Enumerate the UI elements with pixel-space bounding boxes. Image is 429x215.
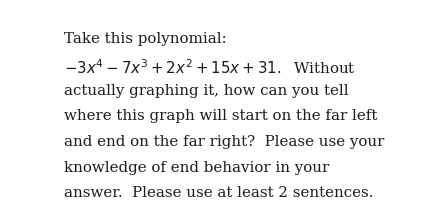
Text: answer.  Please use at least 2 sentences.: answer. Please use at least 2 sentences. [63, 186, 373, 200]
Text: actually graphing it, how can you tell: actually graphing it, how can you tell [63, 84, 348, 98]
Text: Take this polynomial:: Take this polynomial: [63, 32, 226, 46]
Text: where this graph will start on the far left: where this graph will start on the far l… [63, 109, 377, 123]
Text: $-3x^{4} - 7x^{3} + 2x^{2} + 15x + 31.$  Without: $-3x^{4} - 7x^{3} + 2x^{2} + 15x + 31.$ … [63, 58, 355, 77]
Text: and end on the far right?  Please use your: and end on the far right? Please use you… [63, 135, 384, 149]
Text: knowledge of end behavior in your: knowledge of end behavior in your [63, 161, 329, 175]
